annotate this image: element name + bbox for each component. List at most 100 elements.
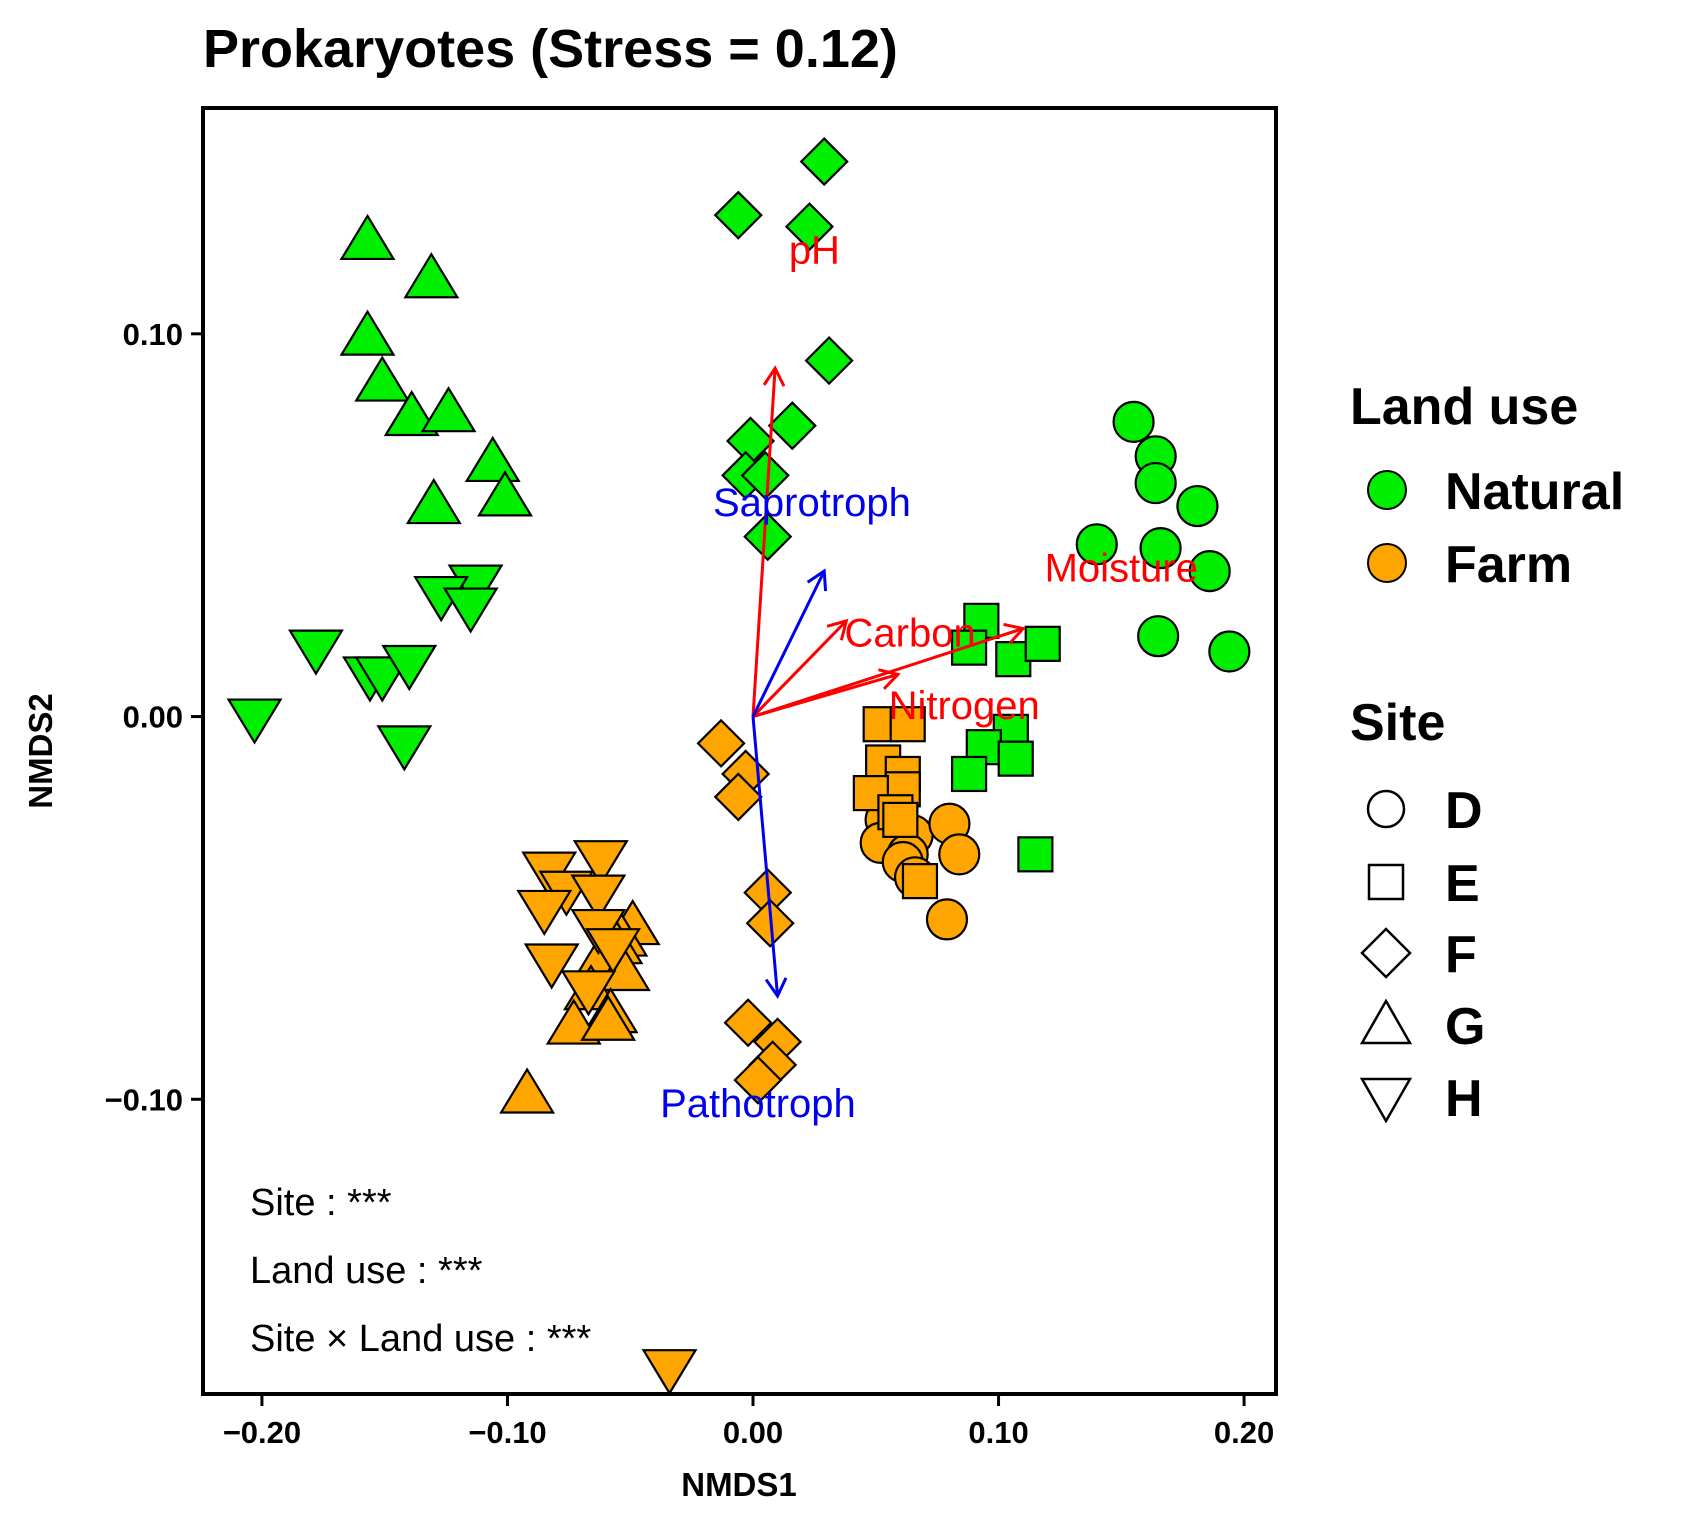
point-natural-site-e (1017, 836, 1054, 873)
legend-label-site-f: F (1445, 926, 1477, 984)
legend-key-farm (1367, 543, 1407, 583)
y-tick-label: 0.00 (123, 700, 183, 735)
point-natural-site-f (743, 512, 793, 562)
vector-ph (751, 368, 777, 717)
vector-arrowhead-ph (762, 365, 786, 387)
point-natural-site-g (383, 389, 440, 437)
x-tick-label: −0.10 (468, 1415, 546, 1450)
vector-label-saprotroph: Saprotroph (713, 481, 911, 525)
legend-label-farm: Farm (1445, 536, 1572, 594)
legend-key-site-e (1367, 863, 1405, 901)
point-natural-site-g (420, 386, 477, 433)
legend-label-natural: Natural (1445, 463, 1624, 521)
point-farm-site-h (523, 943, 580, 990)
point-natural-site-d (1075, 523, 1118, 566)
point-natural-site-e (997, 740, 1034, 777)
point-natural-site-h (376, 725, 433, 772)
point-farm-site-d (938, 833, 981, 876)
legend-label-site-h: H (1445, 1070, 1483, 1128)
point-natural-site-d (1208, 630, 1251, 673)
x-axis-label: NMDS1 (681, 1466, 797, 1503)
vector-label-pathotroph: Pathotroph (660, 1082, 856, 1126)
vector-label-moisture: Moisture (1045, 546, 1198, 590)
point-farm-site-g (499, 1067, 556, 1114)
x-tick-label: 0.20 (1214, 1415, 1274, 1450)
point-farm-site-h (641, 1349, 698, 1396)
point-farm-site-f (696, 718, 746, 768)
point-natural-site-d (1134, 461, 1177, 505)
vector-label-nitrogen: Nitrogen (889, 684, 1040, 728)
y-tick-label: −0.10 (105, 1082, 183, 1117)
vector-nitrogen (752, 673, 899, 718)
point-natural-site-e (1024, 625, 1061, 662)
vector-saprotroph (751, 570, 826, 718)
legend-label-site-g: G (1445, 998, 1485, 1056)
point-farm-site-f (713, 772, 763, 822)
point-natural-site-g (464, 435, 521, 483)
point-natural-site-d (1139, 527, 1182, 570)
vector-pathotroph (751, 716, 780, 997)
point-natural-site-h (287, 629, 344, 676)
chart-title: Prokaryotes (Stress = 0.12) (203, 19, 898, 79)
point-natural-site-d (1137, 615, 1180, 658)
point-natural-site-f (767, 401, 817, 451)
point-natural-site-f (740, 450, 790, 500)
x-axis: −0.20 −0.10 0.00 0.10 0.20 (223, 1394, 1274, 1450)
legend-key-site-f (1360, 927, 1412, 979)
point-natural-site-h (442, 587, 499, 634)
x-tick-label: −0.20 (223, 1415, 301, 1450)
point-farm-site-h (516, 889, 573, 937)
point-natural-site-g (477, 470, 533, 517)
point-natural-site-d (1176, 484, 1219, 528)
vector-label-carbon: Carbon (845, 611, 976, 655)
significance-annotations: Site : *** Land use : *** Site × Land us… (250, 1182, 591, 1360)
point-natural-site-g (354, 355, 411, 402)
annotation-land-use: Land use : *** (250, 1250, 483, 1292)
legend-key-site-h (1359, 1077, 1413, 1124)
plot-panel-border (201, 106, 1278, 1396)
point-farm-site-f (723, 998, 773, 1048)
point-farm-site-h (560, 970, 617, 1017)
point-natural-site-f (713, 190, 763, 240)
legend-label-site-e: E (1445, 855, 1480, 913)
y-axis-label: NMDS2 (22, 693, 59, 809)
vector-arrowhead-moisture (1003, 622, 1026, 645)
point-natural-site-g (339, 213, 396, 261)
legend-key-natural (1367, 470, 1407, 510)
point-farm-site-e (889, 706, 926, 743)
point-natural-site-g (339, 309, 396, 356)
point-farm-site-h (572, 840, 629, 887)
point-farm-site-e (901, 863, 939, 900)
vector-label-ph: pH (789, 229, 840, 273)
point-farm-site-e (882, 801, 919, 838)
point-natural-site-f (799, 137, 849, 187)
point-farm-site-h (585, 928, 641, 975)
legend-title-site: Site (1350, 694, 1445, 752)
point-natural-site-f (784, 202, 835, 252)
vector-arrowhead-carbon (826, 618, 849, 641)
point-natural-site-e (950, 755, 988, 793)
point-farm-site-f (733, 1055, 783, 1105)
legend-key-site-d (1366, 789, 1406, 829)
vector-carbon (751, 619, 848, 718)
point-natural-site-g (403, 252, 460, 299)
point-farm-site-g (580, 994, 637, 1041)
legend-key-site-g (1359, 998, 1413, 1045)
point-natural-site-f (804, 336, 854, 386)
point-natural-site-h (354, 656, 411, 703)
legend-label-site-d: D (1445, 782, 1483, 840)
annotation-interaction: Site × Land use : *** (250, 1318, 591, 1360)
vector-arrowhead-saprotroph (806, 568, 828, 592)
point-natural-site-g (405, 477, 462, 525)
vectors-layer: pH Moisture Carbon Nitrogen Saprotroph Pathot… (660, 229, 1198, 1127)
vector-arrowhead-pathotroph (764, 977, 788, 999)
annotation-site: Site : *** (250, 1182, 392, 1224)
point-farm-site-d (925, 898, 969, 941)
points-layer (226, 137, 1251, 1396)
point-farm-site-h (570, 874, 627, 921)
x-tick-label: 0.10 (968, 1415, 1028, 1450)
vector-arrowhead-nitrogen (878, 668, 901, 690)
point-natural-site-h (226, 698, 283, 745)
x-tick-label: 0.00 (723, 1415, 783, 1450)
